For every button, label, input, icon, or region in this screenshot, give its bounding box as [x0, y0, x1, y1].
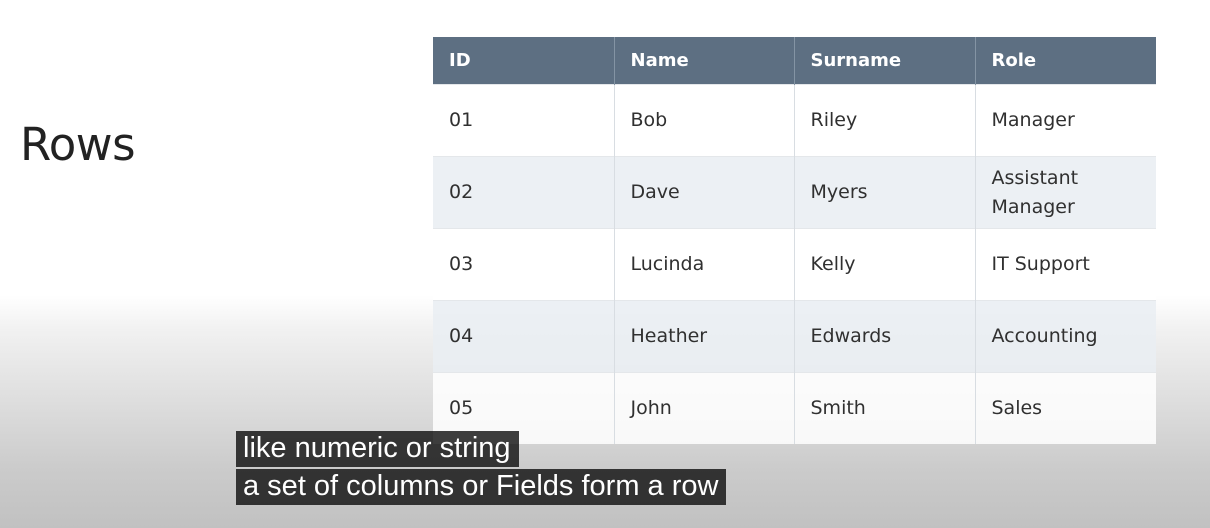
- cell-name: Bob: [614, 84, 795, 157]
- cell-surname: Riley: [794, 84, 976, 157]
- cell-name: Heather: [614, 300, 795, 373]
- table-row: 04 Heather Edwards Accounting: [433, 300, 1156, 373]
- cell-role: Assistant Manager: [975, 156, 1156, 229]
- subtitle-line-2: a set of columns or Fields form a row: [236, 469, 727, 505]
- column-header-name: Name: [614, 37, 795, 85]
- table-row: 02 Dave Myers Assistant Manager: [433, 156, 1156, 229]
- cell-name: Dave: [614, 156, 795, 229]
- cell-surname: Smith: [794, 372, 976, 444]
- cell-surname: Kelly: [794, 228, 976, 301]
- cell-role: Accounting: [975, 300, 1156, 373]
- data-table: ID Name Surname Role 01 Bob Riley Manage…: [433, 37, 1156, 444]
- column-header-surname: Surname: [794, 37, 976, 85]
- cell-name: John: [614, 372, 795, 444]
- table-row: 05 John Smith Sales: [433, 372, 1156, 444]
- column-header-role: Role: [975, 37, 1156, 85]
- cell-role: Sales: [975, 372, 1156, 444]
- cell-id: 03: [433, 228, 615, 301]
- cell-surname: Edwards: [794, 300, 976, 373]
- cell-id: 04: [433, 300, 615, 373]
- cell-name: Lucinda: [614, 228, 795, 301]
- table-row: 03 Lucinda Kelly IT Support: [433, 228, 1156, 301]
- cell-surname: Myers: [794, 156, 976, 229]
- cell-role: Manager: [975, 84, 1156, 157]
- cell-role: IT Support: [975, 228, 1156, 301]
- column-header-id: ID: [433, 37, 615, 85]
- table-row: 01 Bob Riley Manager: [433, 84, 1156, 157]
- cell-id: 01: [433, 84, 615, 157]
- slide-title: Rows: [20, 118, 136, 171]
- cell-id: 02: [433, 156, 615, 229]
- subtitle-line-1: like numeric or string: [236, 431, 519, 467]
- table-header-row: ID Name Surname Role: [433, 37, 1156, 85]
